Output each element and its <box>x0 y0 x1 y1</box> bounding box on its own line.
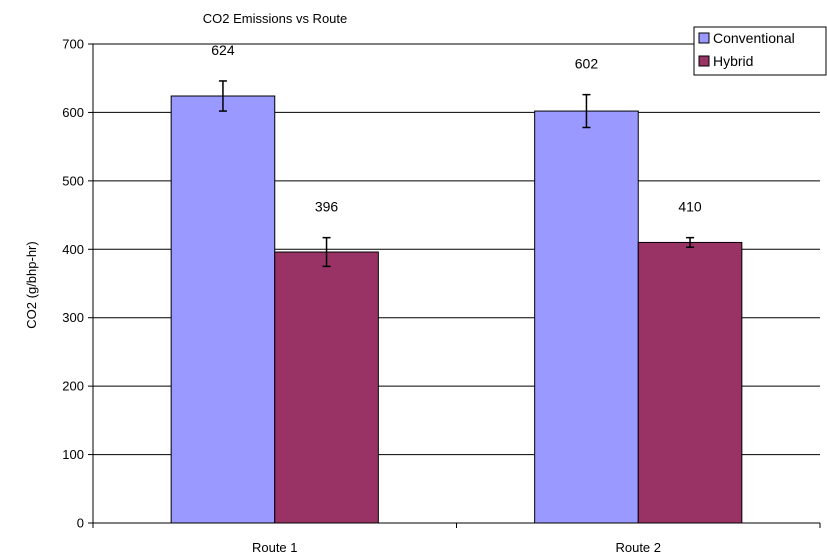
axes <box>88 43 821 528</box>
y-tick-labels: 0 100 200 300 400 500 600 700 <box>62 37 84 531</box>
data-label: 624 <box>211 42 235 58</box>
y-tick-label: 0 <box>77 516 84 531</box>
y-tick-label: 700 <box>62 37 84 52</box>
y-tick-label: 300 <box>62 310 84 325</box>
legend-box <box>693 26 827 76</box>
data-label: 602 <box>575 56 599 72</box>
data-label-group: 624 396 602 410 <box>211 42 702 215</box>
y-tick-label: 500 <box>62 173 84 188</box>
bar-group <box>170 95 743 524</box>
chart-title: CO2 Emissions vs Route <box>203 11 348 26</box>
legend: Conventional Hybrid <box>693 26 827 76</box>
bar <box>637 241 743 524</box>
error-bar-group <box>218 80 695 268</box>
legend-label: Hybrid <box>713 53 753 69</box>
y-tick-label: 400 <box>62 242 84 257</box>
bar <box>534 110 639 524</box>
legend-swatch <box>698 32 710 44</box>
data-label: 396 <box>315 199 339 215</box>
x-tick-labels: Route 1 Route 2 <box>252 540 661 555</box>
bar <box>274 251 379 524</box>
x-tick-label: Route 2 <box>615 540 661 555</box>
data-label: 410 <box>678 199 702 215</box>
y-tick-label: 100 <box>62 447 84 462</box>
legend-label: Conventional <box>713 30 795 46</box>
y-tick-label: 600 <box>62 105 84 120</box>
legend-swatch <box>698 55 710 67</box>
y-tick-label: 200 <box>62 379 84 394</box>
y-axis-label: CO2 (g/bhp-hr) <box>24 241 39 328</box>
bar <box>170 95 276 524</box>
x-tick-label: Route 1 <box>252 540 298 555</box>
